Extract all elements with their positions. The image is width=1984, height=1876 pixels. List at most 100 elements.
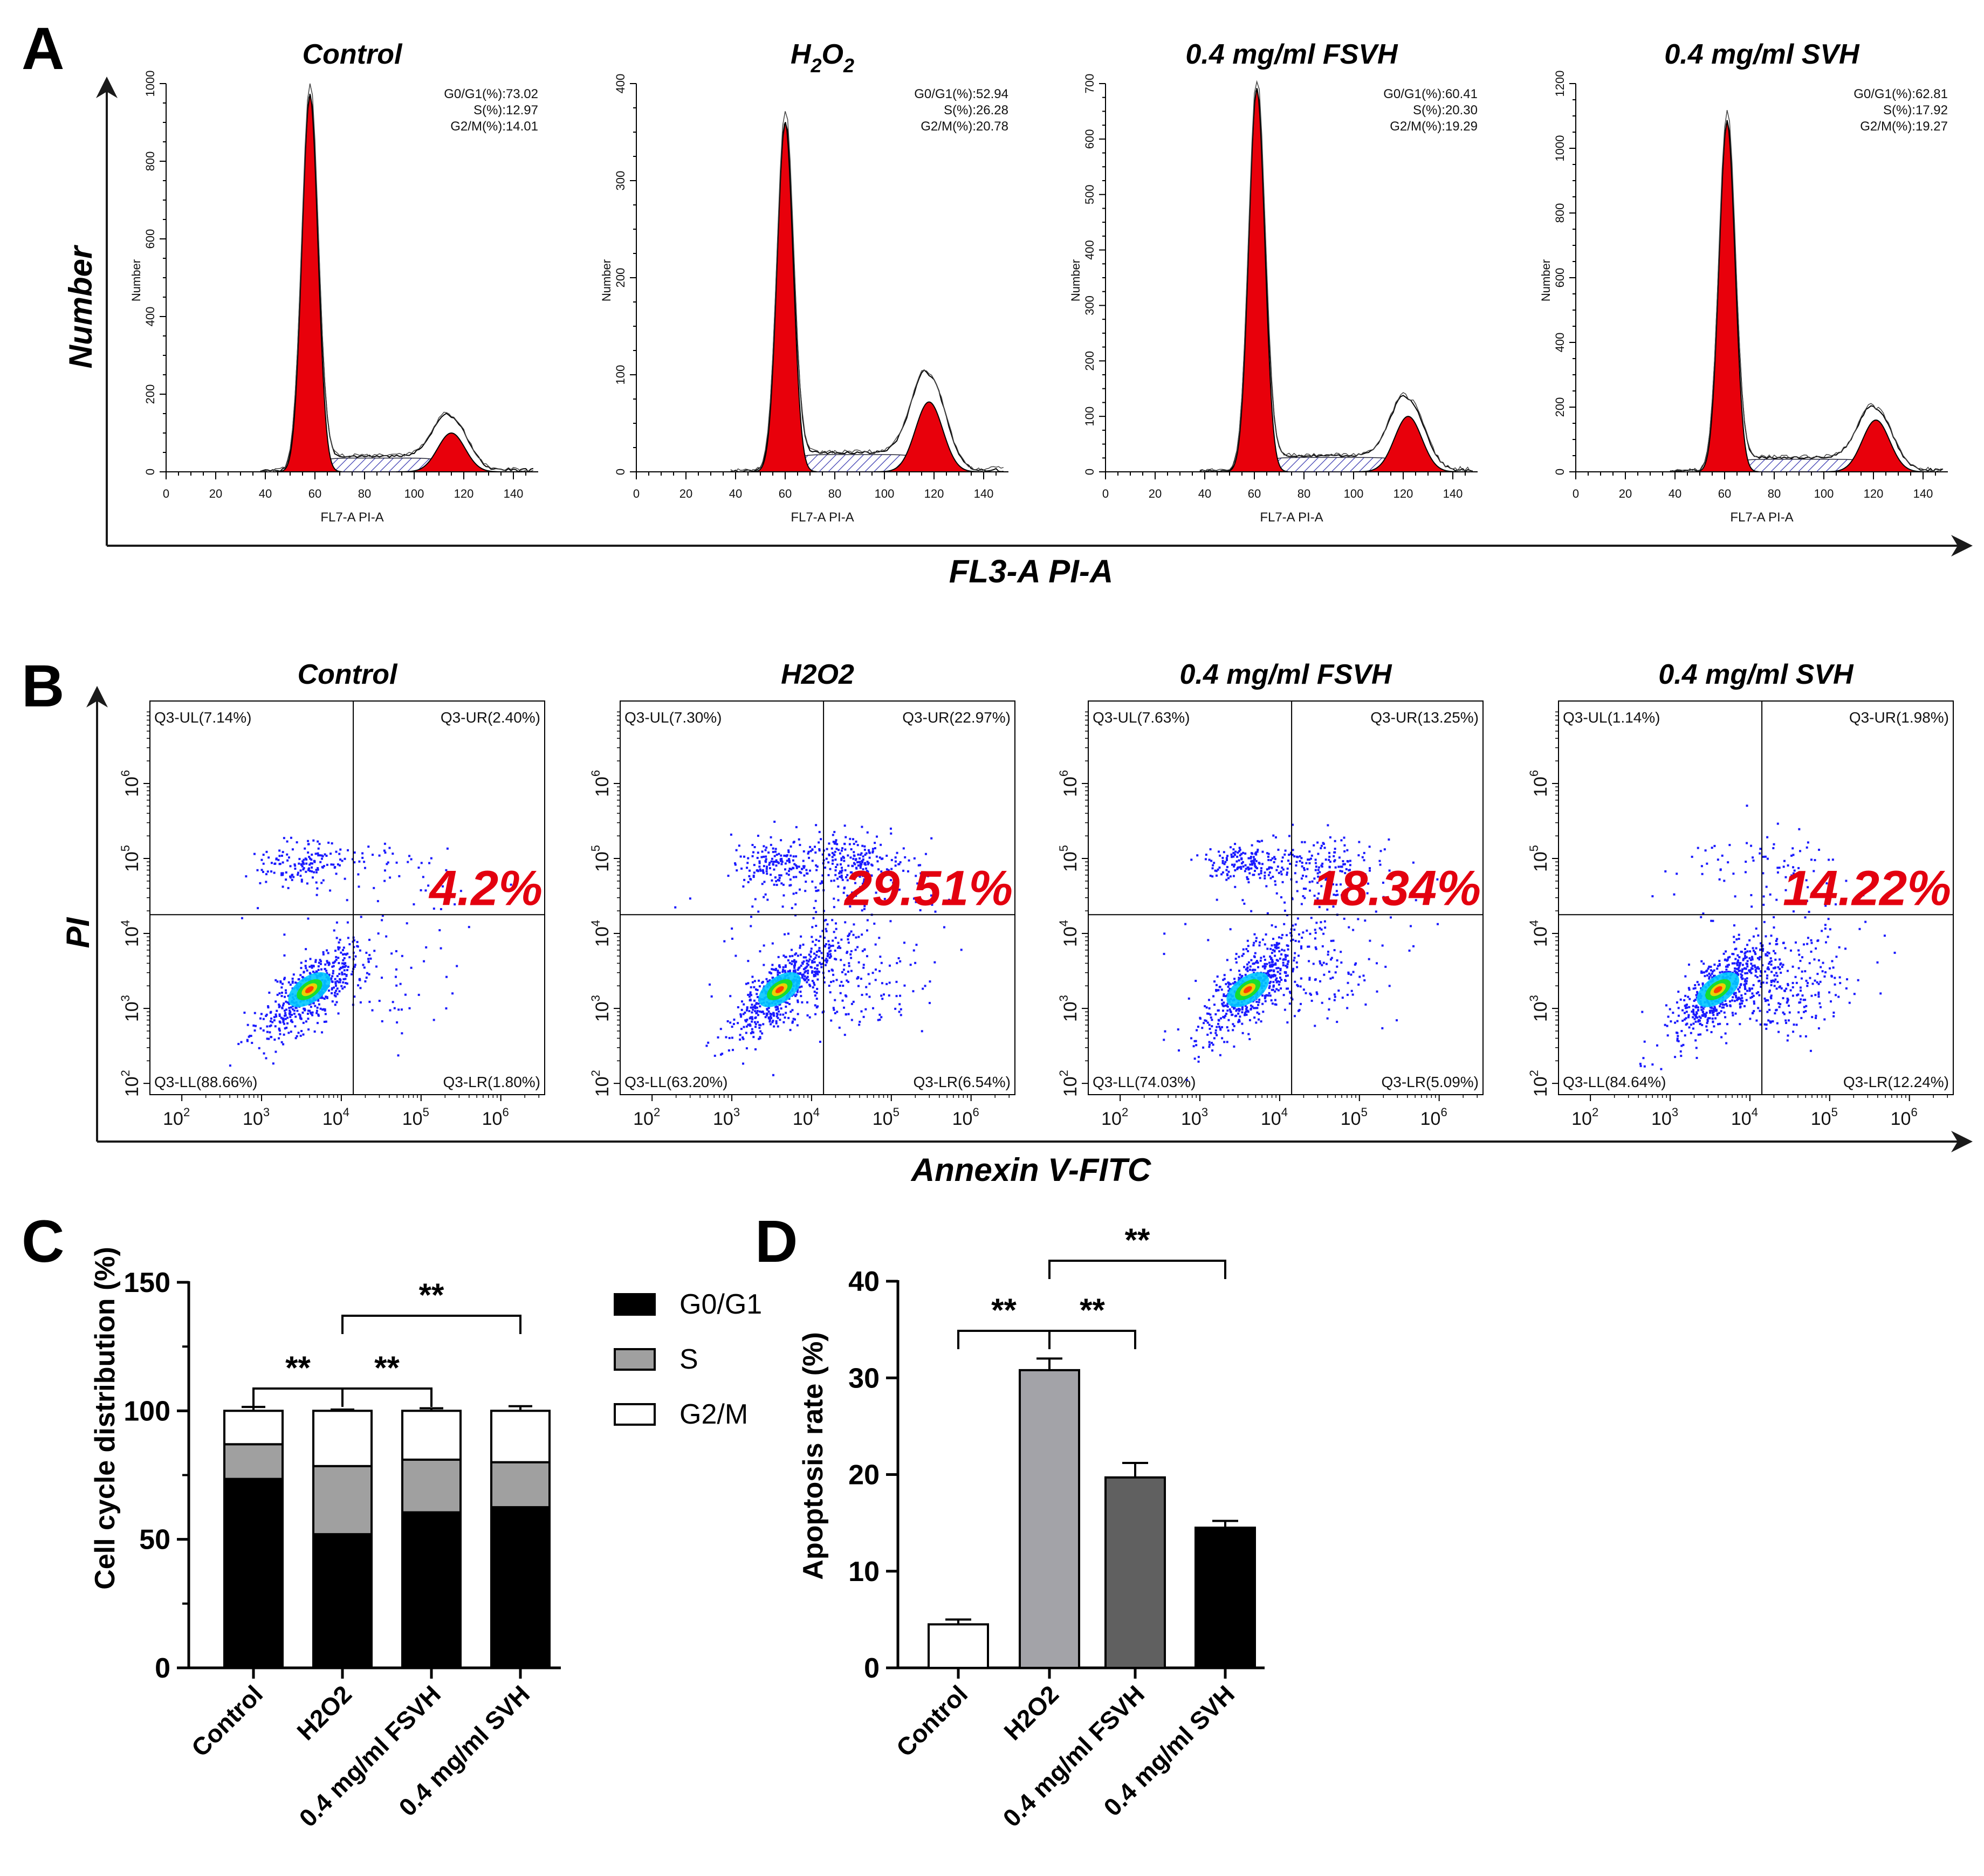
y-tick-label: 50 [139,1524,170,1556]
x-tick-label: 104 [1731,1105,1758,1129]
event-dot [1827,918,1830,920]
event-dot [821,963,824,965]
event-dot [1775,1009,1777,1012]
event-dot [1774,1012,1776,1015]
event-dot [797,988,799,991]
event-dot [345,953,347,956]
event-dot [266,1025,269,1028]
panel-b-y-title: PI [60,917,96,948]
event-dot [913,857,916,860]
event-dot [1286,974,1289,977]
tick-base: 10 [633,1109,654,1129]
event-dot [273,1038,276,1041]
event-dot [358,860,361,863]
event-dot [1285,934,1288,937]
event-dot [438,929,441,932]
event-dot [327,989,330,992]
event-dot [1762,947,1765,950]
event-dot [1765,1027,1768,1030]
tick-exponent: 5 [1831,1105,1838,1119]
x-category-label: H2O2 [998,1680,1064,1746]
event-dot [740,1014,743,1017]
event-dot [1283,949,1286,952]
event-dot [320,857,323,860]
event-dot [1260,1020,1262,1023]
event-dot [1816,981,1818,984]
event-dot [1692,1013,1695,1015]
event-dot [1697,1006,1699,1009]
event-dot [326,863,328,866]
event-dot [747,960,750,963]
event-dot [1264,997,1266,1000]
event-dot [1396,1019,1398,1022]
event-dot [752,1036,755,1039]
event-dot [258,1047,260,1049]
event-dot [1695,1047,1698,1049]
event-dot [1302,887,1305,890]
event-dot [1729,1004,1732,1007]
event-dot [295,1006,298,1009]
event-dot [1704,975,1706,978]
event-dot [383,869,386,872]
event-dot [841,971,843,973]
panel-label-a: A [22,16,64,82]
event-dot [836,1011,839,1013]
event-dot [1248,1019,1251,1021]
event-dot [1710,919,1713,922]
event-dot [782,883,785,886]
event-dot [878,889,881,891]
event-dot [1779,963,1782,966]
event-dot [1235,961,1238,964]
event-dot [304,965,307,967]
event-dot [1225,869,1228,871]
event-dot [278,1020,281,1023]
tick-base: 10 [1181,1109,1202,1129]
event-dot [274,1000,277,1003]
event-dot [806,975,809,978]
x-tick-label: 40 [729,487,742,500]
density-core [305,986,314,993]
event-dot [1267,853,1270,855]
event-dot [828,854,831,857]
event-dot [771,857,773,860]
inner-y-label: Number [1539,259,1553,301]
event-dot [1733,936,1735,938]
event-dot [294,1025,297,1028]
event-dot [1233,1007,1235,1010]
event-dot [1723,1011,1726,1014]
event-dot [776,861,779,863]
event-dot [1770,980,1773,982]
event-dot [1853,993,1856,995]
event-dot [1305,888,1307,890]
event-dot [338,990,341,993]
event-dot [280,995,283,998]
event-dot [917,864,920,867]
event-dot [283,837,285,840]
event-dot [1837,995,1840,998]
event-dot [331,992,333,994]
event-dot [890,832,893,835]
event-dot [326,972,328,974]
event-dot [285,992,287,994]
event-dot [1718,959,1721,962]
event-dot [1800,989,1802,992]
event-dot [865,867,868,870]
event-dot [1240,858,1243,861]
event-dot [772,850,774,853]
event-dot [760,856,763,858]
x-tick-label: 60 [1718,487,1731,500]
event-dot [803,874,806,877]
event-dot [1744,972,1747,975]
event-dot [795,867,798,869]
event-dot [1194,1040,1197,1042]
event-dot [329,978,332,981]
event-dot [1708,972,1711,975]
event-dot [1303,869,1306,871]
event-dot [408,855,411,857]
event-dot [1280,873,1283,876]
event-dot [407,861,409,863]
event-dot [1736,961,1739,964]
event-dot [1775,898,1778,901]
event-dot [1702,1007,1705,1010]
y-tick-label: 400 [1553,333,1567,353]
